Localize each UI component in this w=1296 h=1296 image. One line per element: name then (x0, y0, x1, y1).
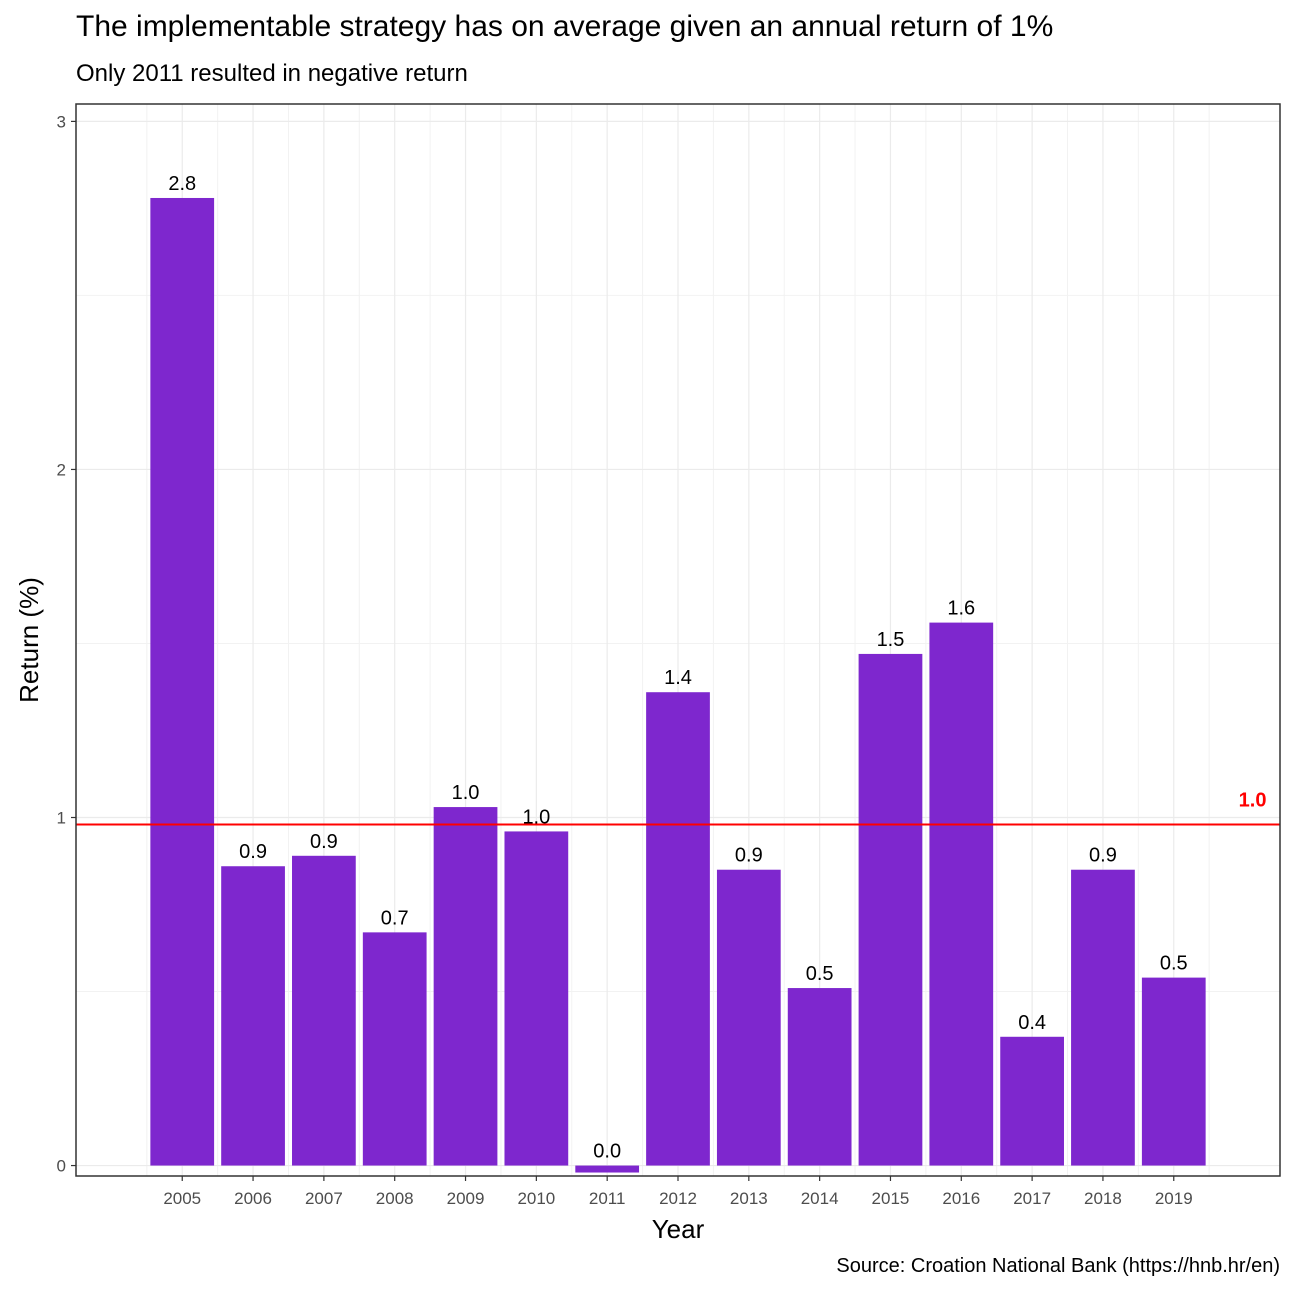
y-tick-label: 1 (57, 809, 66, 828)
bar-2012 (646, 692, 710, 1166)
bar-2006 (221, 866, 285, 1166)
data-label: 0.9 (239, 841, 267, 863)
x-tick-label: 2005 (163, 1189, 201, 1208)
x-tick-label: 2006 (234, 1189, 272, 1208)
bar-2010 (504, 831, 569, 1166)
x-tick-label: 2007 (305, 1189, 343, 1208)
y-tick-label: 2 (57, 460, 66, 479)
chart-caption: Source: Croation National Bank (https://… (836, 1255, 1280, 1277)
data-label: 0.5 (1160, 953, 1188, 975)
data-label: 0.9 (1089, 845, 1117, 867)
data-label: 0.5 (806, 963, 834, 985)
bar-2008 (362, 932, 427, 1166)
x-tick-label: 2010 (517, 1189, 555, 1208)
data-label: 2.8 (168, 173, 196, 195)
reference-line-group: 1.0 (76, 789, 1280, 826)
bar-2018 (1071, 869, 1135, 1166)
x-tick-label: 2017 (1013, 1189, 1051, 1208)
data-label: 0.9 (310, 831, 338, 853)
chart-subtitle: Only 2011 resulted in negative return (76, 60, 468, 87)
data-label: 0.0 (593, 1141, 621, 1163)
bar-2019 (1141, 977, 1206, 1166)
data-label: 1.0 (522, 806, 550, 828)
data-label: 1.4 (664, 667, 692, 689)
x-tick-label: 2009 (447, 1189, 485, 1208)
bar-2014 (787, 988, 852, 1166)
bar-2013 (716, 869, 781, 1166)
y-tick-label: 3 (57, 112, 66, 131)
y-tick-label: 0 (57, 1157, 66, 1176)
chart-title: The implementable strategy has on averag… (76, 10, 1054, 43)
data-label: 1.5 (877, 629, 905, 651)
y-axis-title: Return (%) (14, 577, 44, 703)
data-label: 1.6 (947, 598, 975, 620)
x-tick-label: 2011 (589, 1189, 626, 1208)
x-axis-title: Year (652, 1214, 705, 1244)
data-label: 0.7 (381, 907, 409, 929)
x-tick-label: 2016 (942, 1189, 980, 1208)
bar-2017 (1000, 1036, 1064, 1166)
bar-2005 (150, 197, 215, 1166)
x-axis: 2005 2006 2007 2008 2009 2010 2011 2012 2013 2014… (163, 1176, 1193, 1208)
bar-2011 (575, 1165, 640, 1173)
x-tick-label: 2014 (801, 1189, 839, 1208)
x-tick-label: 2018 (1084, 1189, 1122, 1208)
bar-2007 (292, 855, 356, 1166)
bar-2016 (929, 622, 994, 1166)
bar-2015 (858, 653, 923, 1166)
reference-line-label: 1.0 (1239, 789, 1267, 811)
data-label: 1.0 (452, 782, 480, 804)
x-tick-label: 2019 (1155, 1189, 1193, 1208)
data-label: 0.4 (1018, 1012, 1046, 1034)
x-tick-label: 2012 (659, 1189, 697, 1208)
bars: 2.8 0.9 0.9 0.7 1.0 1.0 0.0 1.4 0.9 0.5 1.5 1.6 0.4 0… (150, 173, 1206, 1173)
x-tick-label: 2008 (376, 1189, 414, 1208)
x-tick-label: 2013 (730, 1189, 768, 1208)
bar-2009 (433, 807, 498, 1166)
data-label: 0.9 (735, 845, 763, 867)
y-axis: 0 1 2 3 (57, 112, 76, 1176)
x-tick-label: 2015 (872, 1189, 910, 1208)
